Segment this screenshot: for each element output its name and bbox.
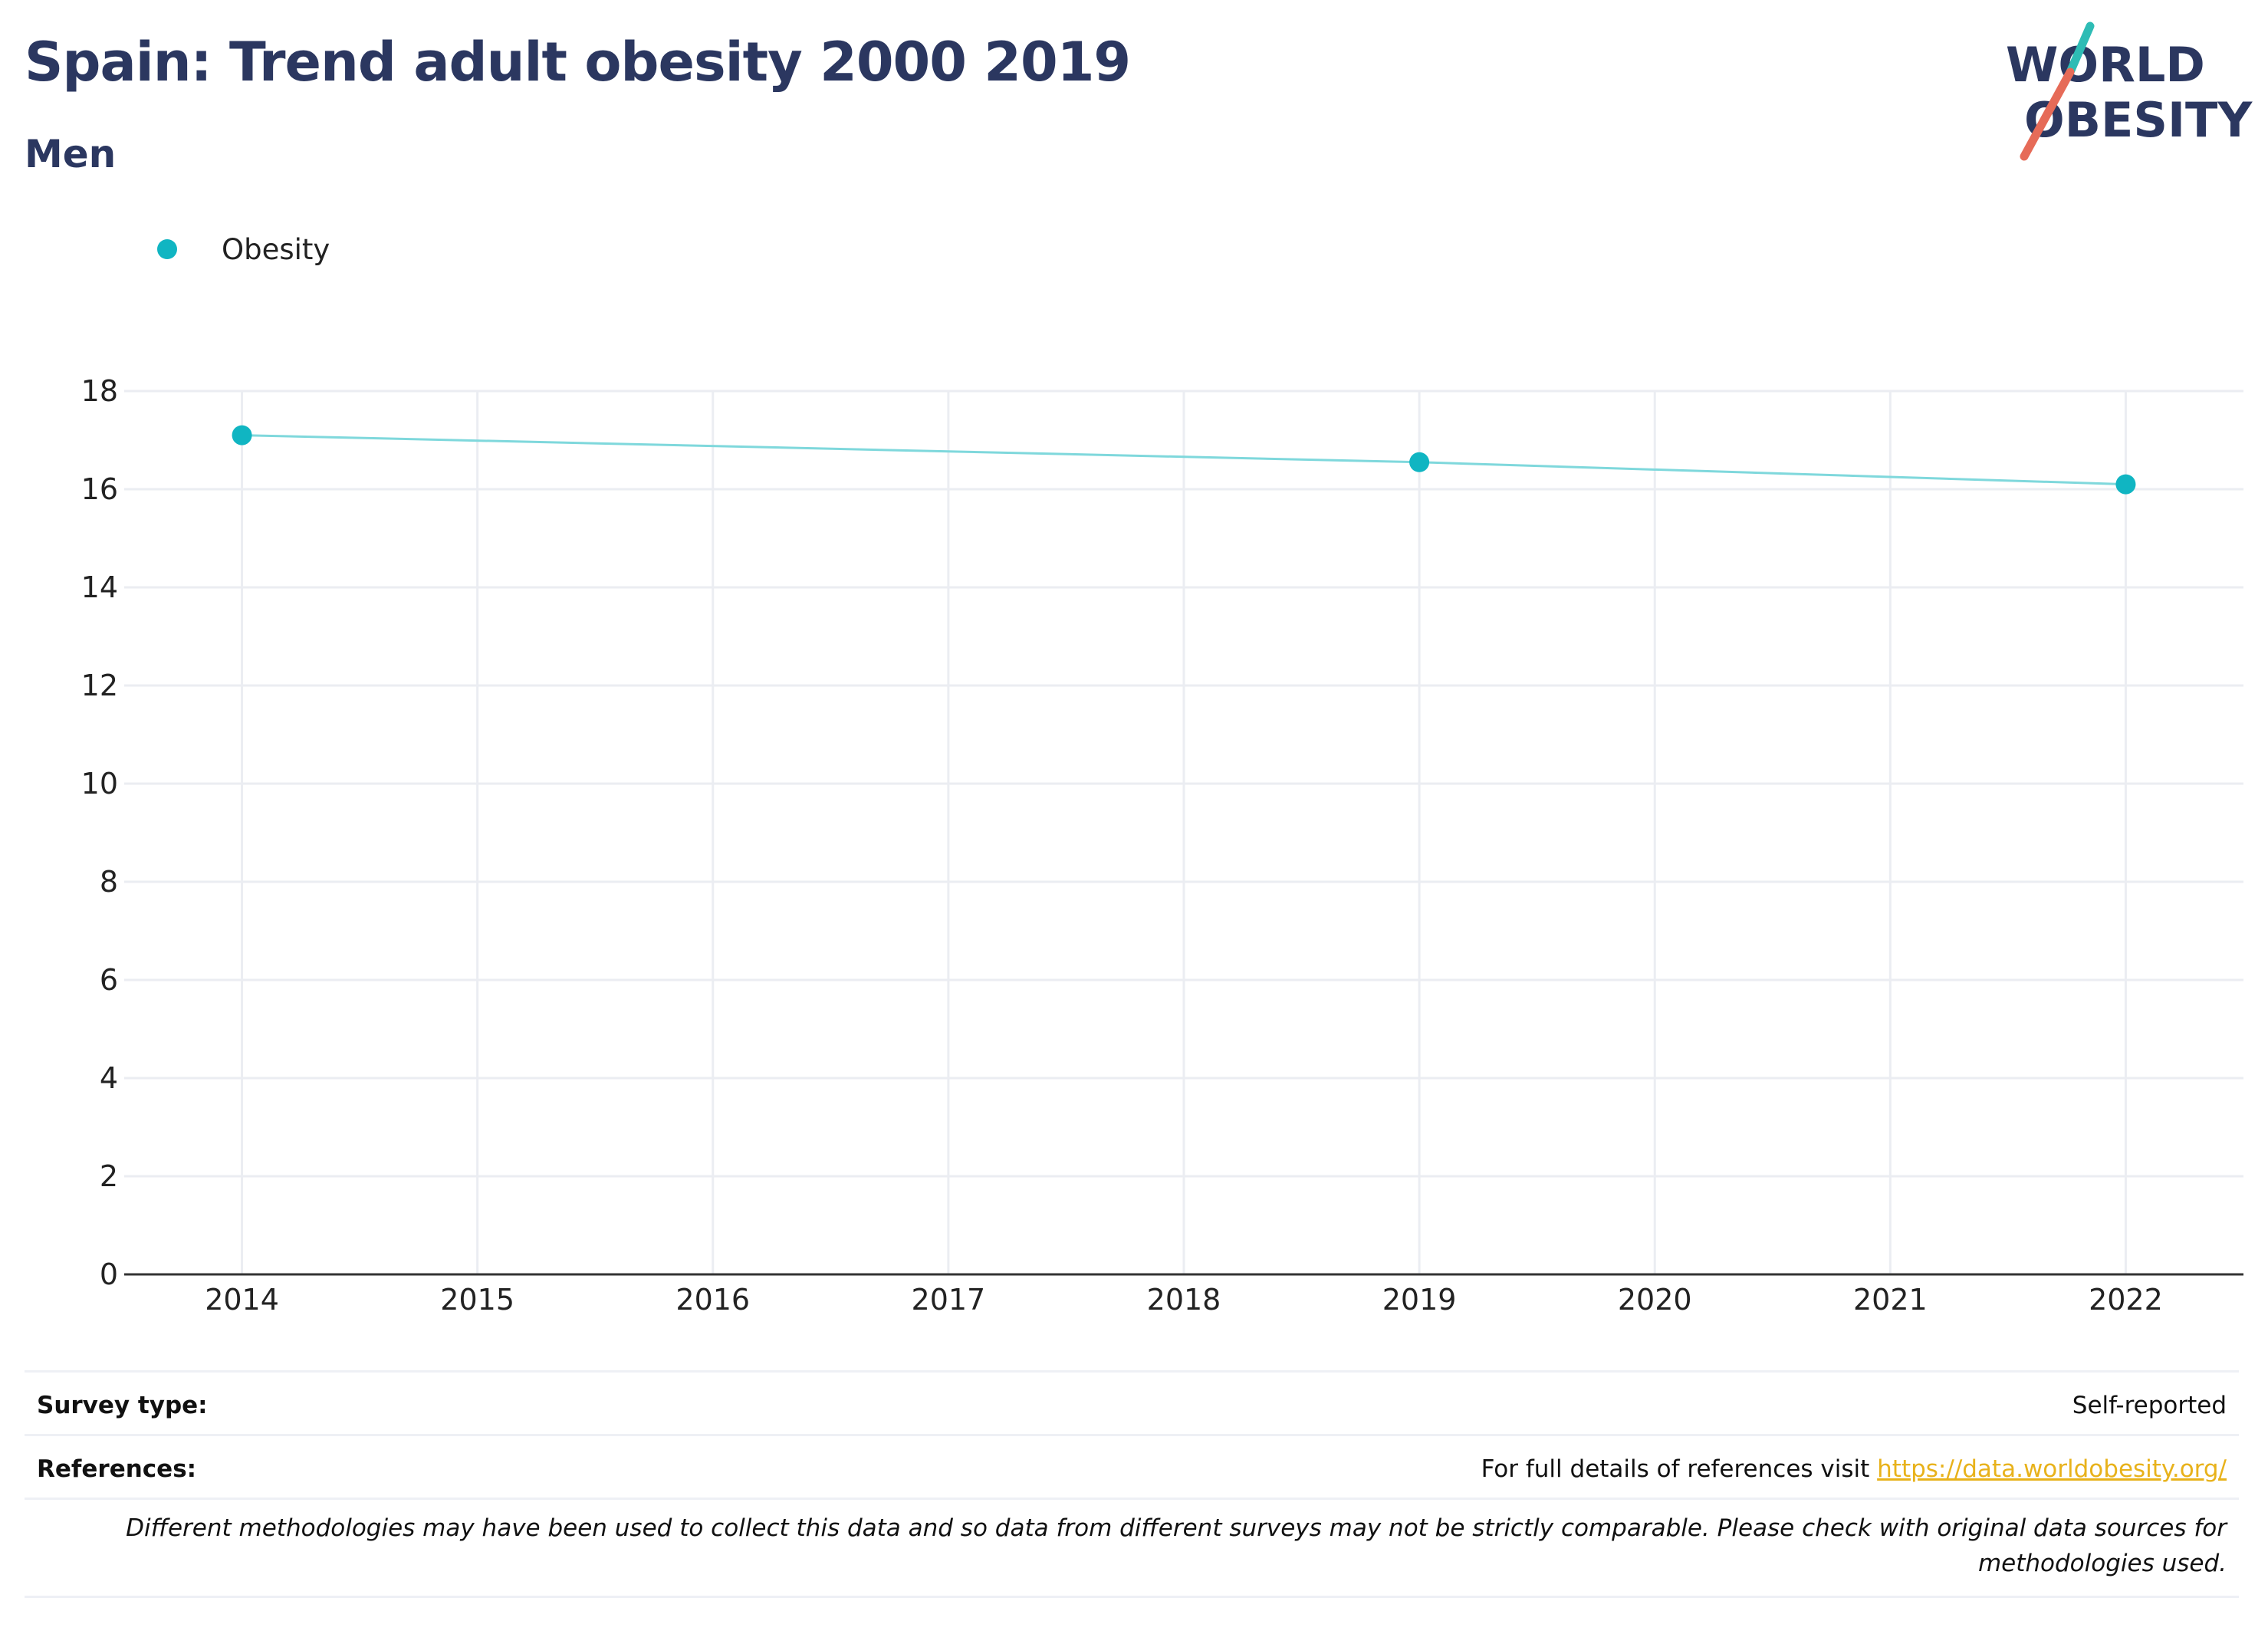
x-tick-label-2014: 2014 bbox=[205, 1283, 279, 1317]
logo-word-1: WORLD bbox=[2006, 37, 2205, 93]
x-tick-label-2018: 2018 bbox=[1147, 1283, 1221, 1317]
x-tick-label-2017: 2017 bbox=[912, 1283, 986, 1317]
world-obesity-logo: WORLD OBESITY bbox=[2006, 21, 2253, 161]
y-tick-label-18: 18 bbox=[81, 374, 118, 408]
data-point-2019[interactable] bbox=[1409, 452, 1430, 472]
y-tick-label-4: 4 bbox=[100, 1061, 118, 1095]
data-point-2022[interactable] bbox=[2115, 474, 2136, 495]
x-gridlines bbox=[241, 391, 2127, 1274]
survey-type-label: Survey type: bbox=[37, 1392, 208, 1419]
logo-slash-teal bbox=[2066, 21, 2095, 77]
legend-marker-icon bbox=[157, 239, 177, 259]
y-tick-label-8: 8 bbox=[100, 865, 118, 899]
y-tick-label-14: 14 bbox=[81, 570, 118, 604]
legend[interactable]: Obesity bbox=[157, 230, 330, 268]
references-row: References: For full details of referenc… bbox=[25, 1434, 2239, 1500]
y-tick-labels: 0 2 4 6 8 10 12 14 16 18 bbox=[81, 374, 118, 1291]
references-text: For full details of references visit bbox=[1481, 1455, 1878, 1483]
logo-slash-coral bbox=[2020, 67, 2075, 161]
methodology-note-row: Different methodologies may have been us… bbox=[25, 1498, 2239, 1598]
y-tick-label-12: 12 bbox=[81, 669, 118, 702]
series-points-obesity bbox=[232, 425, 2136, 495]
x-tick-label-2022: 2022 bbox=[2089, 1283, 2163, 1317]
x-tick-label-2019: 2019 bbox=[1382, 1283, 1457, 1317]
references-value: For full details of references visit htt… bbox=[1481, 1455, 2227, 1483]
x-tick-label-2021: 2021 bbox=[1853, 1283, 1928, 1317]
line-chart: 0 2 4 6 8 10 12 14 16 18 2014 2015 2016 2017 2018 2019… bbox=[81, 374, 2243, 1317]
chart-subtitle: Men bbox=[25, 132, 117, 176]
chart-title: Spain: Trend adult obesity 2000 2019 bbox=[25, 31, 1131, 94]
logo-word-2: OBESITY bbox=[2024, 92, 2253, 148]
y-tick-label-6: 6 bbox=[100, 963, 118, 997]
methodology-note: Different methodologies may have been us… bbox=[126, 1514, 2227, 1577]
x-tick-label-2016: 2016 bbox=[675, 1283, 750, 1317]
legend-label-obesity: Obesity bbox=[222, 232, 330, 266]
y-tick-label-10: 10 bbox=[81, 767, 118, 801]
x-tick-label-2015: 2015 bbox=[440, 1283, 514, 1317]
references-link[interactable]: https://data.worldobesity.org/ bbox=[1877, 1455, 2227, 1483]
y-tick-label-2: 2 bbox=[100, 1159, 118, 1193]
references-label: References: bbox=[37, 1455, 197, 1483]
y-gridlines bbox=[124, 390, 2243, 1178]
x-tick-labels: 2014 2015 2016 2017 2018 2019 2020 2021 2022 bbox=[205, 1283, 2163, 1317]
survey-type-value: Self-reported bbox=[2072, 1392, 2227, 1419]
y-tick-label-16: 16 bbox=[81, 472, 118, 506]
y-tick-label-0: 0 bbox=[100, 1258, 118, 1291]
data-point-2014[interactable] bbox=[232, 425, 252, 445]
survey-type-row: Survey type: Self-reported bbox=[25, 1370, 2239, 1436]
x-tick-label-2020: 2020 bbox=[1618, 1283, 1692, 1317]
